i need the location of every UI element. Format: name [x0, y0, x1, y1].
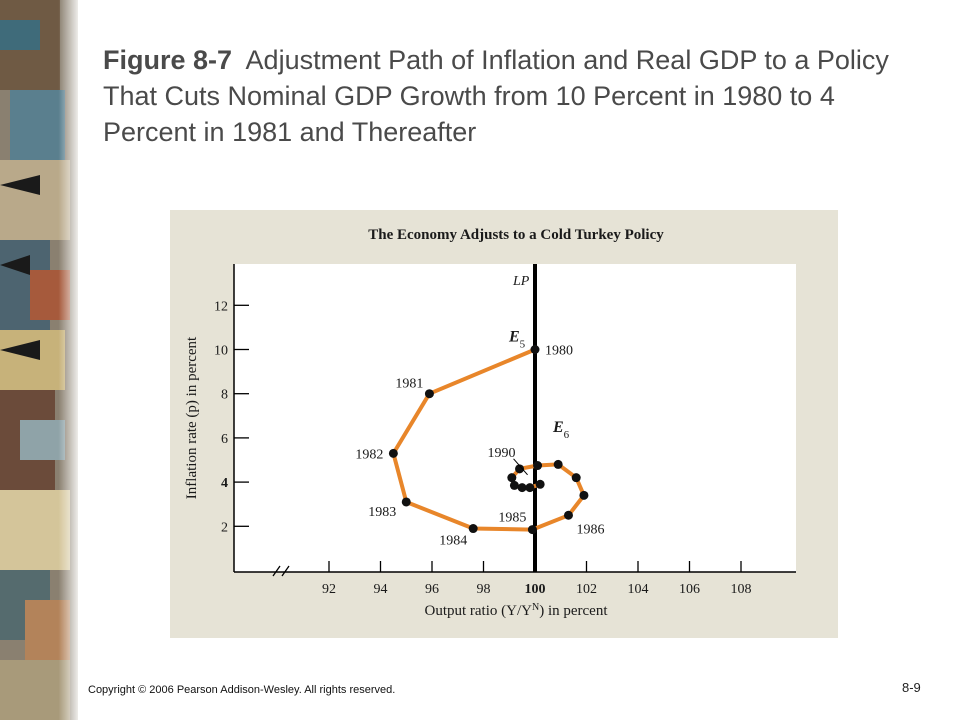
x-tick-label: 98	[477, 582, 491, 597]
x-tick-label: 104	[628, 582, 649, 597]
copyright-notice: Copyright © 2006 Pearson Addison-Wesley.…	[88, 684, 396, 696]
leader-line	[513, 458, 528, 476]
y-tick-label: 4	[221, 476, 228, 491]
y-tick-label: 6	[221, 432, 228, 447]
point-labels: 1980 1981 1982 1983 1984 1985 1986 1990 E5 E6	[355, 329, 604, 549]
axis-break-mark	[281, 565, 290, 577]
axes: 2 4 6 8 10 12 92 94 96 98 100 102 104 106 108	[214, 264, 796, 597]
data-point	[468, 524, 478, 534]
lp-label: LP	[512, 274, 530, 289]
data-point	[515, 464, 525, 474]
x-tick-label: 96	[425, 582, 439, 597]
x-tick-label: 102	[576, 582, 597, 597]
data-label: 1986	[576, 522, 604, 537]
plot-area	[234, 264, 796, 572]
slide-title: Figure 8-7 Adjustment Path of Inflation …	[103, 42, 903, 150]
data-point	[530, 345, 540, 354]
data-point	[517, 483, 527, 493]
data-points	[388, 345, 589, 535]
x-tick-label: 100	[525, 582, 546, 597]
y-axis-label: Inflation rate (p) in percent	[184, 336, 200, 499]
lp-line-group: LP	[512, 264, 537, 572]
x-tick-label: 106	[679, 582, 700, 597]
data-label: 1985	[498, 511, 526, 526]
data-point	[527, 525, 537, 535]
x-axis-label: Output ratio (Y/YN) in percent	[424, 602, 608, 620]
data-label: 1982	[355, 447, 383, 462]
chart: The Economy Adjusts to a Cold Turkey Pol…	[170, 210, 838, 638]
data-point	[553, 459, 563, 469]
data-label: 1990	[488, 446, 516, 461]
x-tick-label: 92	[322, 582, 336, 597]
data-label: 1983	[368, 505, 396, 520]
decorative-side-artwork	[0, 0, 78, 720]
data-label: 1981	[395, 377, 423, 392]
equilibrium-label: E6	[552, 419, 570, 441]
figure-title: Adjustment Path of Inflation and Real GD…	[103, 45, 889, 147]
data-point	[535, 479, 545, 489]
data-point	[424, 389, 434, 399]
page-number: 8-9	[902, 680, 921, 695]
data-label: 1984	[439, 534, 467, 549]
data-point	[507, 473, 517, 483]
y-tick-label: 2	[221, 520, 228, 535]
y-tick-label: 12	[214, 299, 228, 314]
equilibrium-label: E5	[508, 329, 526, 351]
data-point	[579, 490, 589, 500]
data-point	[571, 473, 581, 483]
data-point	[563, 510, 573, 520]
data-point	[401, 497, 411, 507]
data-point	[509, 480, 519, 490]
data-point	[533, 461, 543, 471]
chart-title: The Economy Adjusts to a Cold Turkey Pol…	[368, 227, 664, 243]
y-tick-label: 10	[214, 344, 228, 359]
axis-break-mark	[272, 565, 281, 577]
figure-label: Figure 8-7	[103, 45, 233, 75]
data-point	[525, 483, 535, 493]
x-tick-label: 108	[731, 582, 752, 597]
data-point	[388, 448, 398, 458]
y-tick-label: 8	[221, 388, 228, 403]
x-tick-label: 94	[374, 582, 388, 597]
data-label: 1980	[545, 344, 573, 359]
